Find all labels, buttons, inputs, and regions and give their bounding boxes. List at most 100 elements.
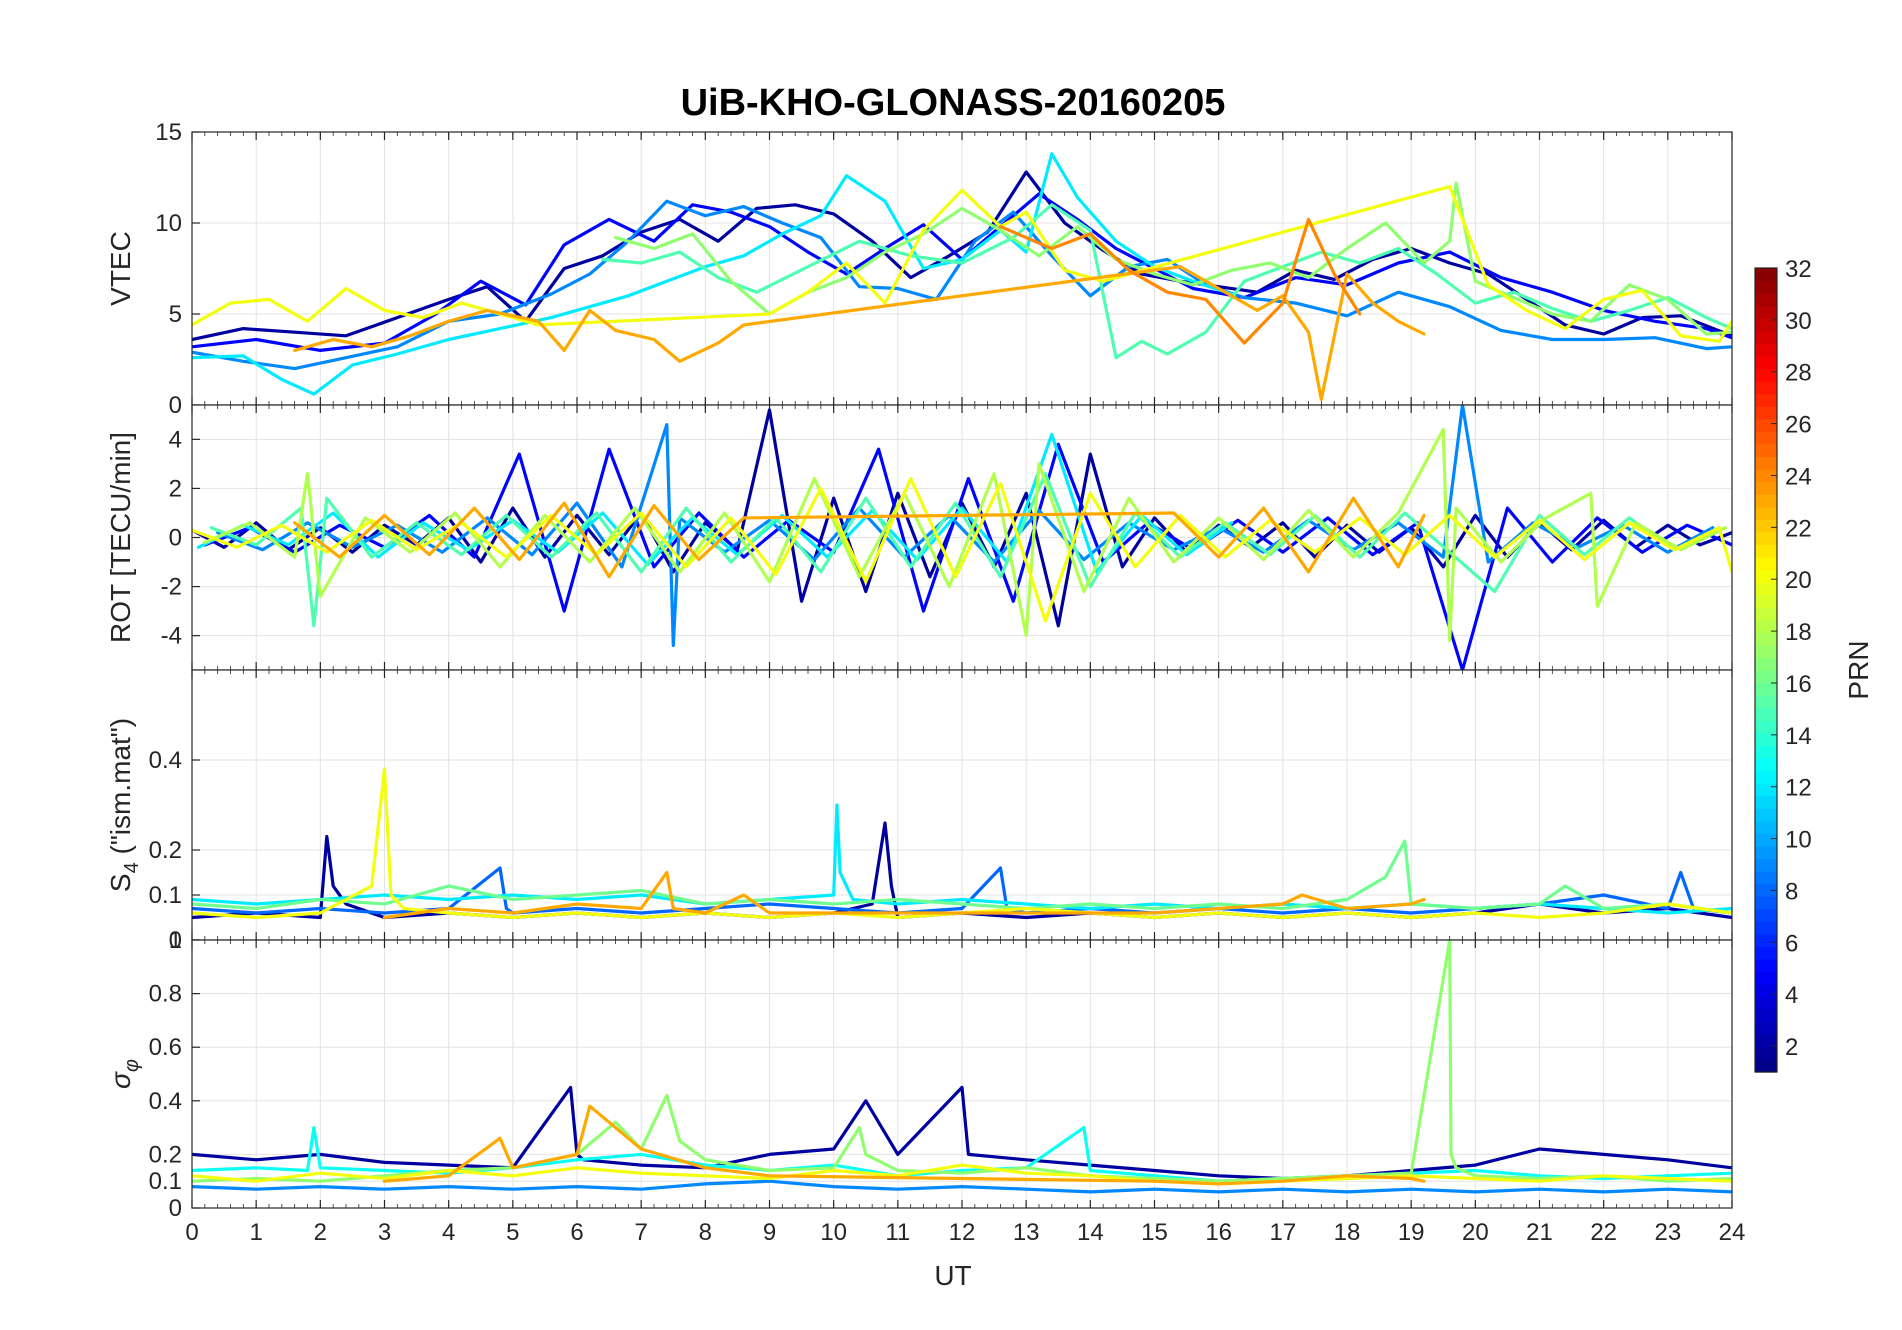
series-line-prn-23: [293, 265, 1426, 402]
series-line-prn-23: [293, 496, 1426, 579]
series-group: [192, 940, 1732, 1194]
colorbar-segment: [1755, 280, 1777, 294]
colorbar-tick-label: 6: [1785, 930, 1798, 957]
series-line-prn-23: [382, 1104, 1426, 1186]
x-tick-label: 19: [1398, 1219, 1425, 1246]
panel-frame: [191, 939, 1733, 1209]
series-group: [192, 767, 1732, 920]
colorbar-tick-label: 8: [1785, 878, 1798, 905]
y-tick-label: 0.6: [149, 1034, 182, 1061]
colorbar-segment: [1755, 268, 1777, 282]
x-tick-label: 22: [1590, 1219, 1617, 1246]
y-axis-label: S4 ("ism.mat"): [105, 718, 143, 892]
colorbar-segment: [1755, 971, 1777, 985]
y-tick-label: -2: [161, 574, 182, 601]
y-tick-label: 1: [169, 927, 182, 954]
panel-vtec: 0 5 10 15 VTEC: [105, 119, 1733, 419]
x-tick-label: 8: [699, 1219, 712, 1246]
y-tick-label: 0: [169, 1195, 182, 1222]
y-tick-label: 0.1: [149, 1168, 182, 1195]
colorbar-segment: [1755, 820, 1777, 834]
y-axis-label: ROT [TECU/min]: [105, 432, 136, 643]
colorbar-segment: [1755, 406, 1777, 420]
colorbar-tick-label: 28: [1785, 360, 1812, 387]
y-tick-label: 5: [169, 301, 182, 328]
colorbar-segment: [1755, 783, 1777, 797]
colorbar-segment: [1755, 808, 1777, 822]
series-group: [192, 152, 1732, 402]
y-tick-label: 4: [169, 426, 182, 453]
x-tick-label: 7: [634, 1219, 647, 1246]
y-tick-label: 0.8: [149, 981, 182, 1008]
x-tick-label: 2: [314, 1219, 327, 1246]
colorbar-tick-label: 4: [1785, 982, 1798, 1009]
colorbar-segment: [1755, 770, 1777, 784]
x-tick-label: 6: [570, 1219, 583, 1246]
colorbar-segment: [1755, 996, 1777, 1010]
x-tick-label: 5: [506, 1219, 519, 1246]
series-line-prn-20: [192, 767, 1732, 920]
y-tick-label: -4: [161, 623, 182, 650]
colorbar-tick-label: 18: [1785, 619, 1812, 646]
colorbar-frame: [1754, 267, 1778, 1073]
colorbar-segment: [1755, 720, 1777, 734]
colorbar-segment: [1755, 1009, 1777, 1023]
colorbar-segment: [1755, 946, 1777, 960]
series-line-prn-15: [601, 203, 1732, 360]
series-group: [192, 405, 1732, 670]
series-line-prn-18: [203, 427, 1728, 643]
x-tick-label: 23: [1654, 1219, 1681, 1246]
colorbar-segment: [1755, 494, 1777, 508]
series-line-prn-23: [382, 870, 1426, 920]
colorbar-segment: [1755, 431, 1777, 445]
colorbar-tick-label: 20: [1785, 567, 1812, 594]
colorbar-segment: [1755, 845, 1777, 860]
x-tick-label: 11: [885, 1219, 910, 1246]
colorbar-segment: [1755, 330, 1777, 344]
colorbar-segment: [1755, 958, 1777, 973]
y-tick-label: 0.2: [149, 837, 182, 864]
colorbar-segment: [1755, 594, 1777, 608]
x-tick-label: 21: [1526, 1219, 1553, 1246]
colorbar-segment: [1755, 795, 1777, 809]
colorbar-tick-label: 26: [1785, 412, 1812, 439]
colorbar-segment: [1755, 858, 1777, 872]
colorbar-segment: [1755, 908, 1777, 922]
x-tick-label: 4: [442, 1219, 455, 1246]
colorbar-segment: [1755, 871, 1777, 885]
colorbar-segment: [1755, 469, 1777, 483]
colorbar-segment: [1755, 582, 1777, 596]
x-tick-label: 12: [949, 1219, 976, 1246]
x-tick-label: 17: [1269, 1219, 1296, 1246]
colorbar-tick-label: 10: [1785, 827, 1812, 854]
y-axis-label: VTEC: [105, 231, 136, 306]
x-tick-label: 0: [185, 1219, 198, 1246]
colorbar-tick-label: 24: [1785, 463, 1812, 490]
colorbar-tick-label: 2: [1785, 1034, 1798, 1061]
y-tick-label: 15: [155, 119, 182, 146]
panel-s4: 0 0.1 0.2 0.4S4 ("ism.mat"): [105, 669, 1733, 954]
y-tick-label: 0.2: [149, 1141, 182, 1168]
colorbar-tick-label: 32: [1785, 256, 1812, 283]
colorbar-segment: [1755, 682, 1777, 696]
colorbar-segment: [1755, 745, 1777, 759]
colorbar-segment: [1755, 381, 1777, 395]
colorbar-segment: [1755, 443, 1777, 458]
colorbar-segment: [1755, 921, 1777, 935]
colorbar-segment: [1755, 732, 1777, 746]
colorbar-tick-label: 12: [1785, 775, 1812, 802]
colorbar-segment: [1755, 607, 1777, 621]
y-tick-label: 0.4: [149, 1088, 182, 1115]
colorbar-segment: [1755, 544, 1777, 558]
colorbar-segment: [1755, 984, 1777, 998]
colorbar-segment: [1755, 531, 1777, 545]
series-line-prn-9: [192, 1179, 1732, 1194]
y-tick-label: 0: [169, 392, 182, 419]
colorbar-segment: [1755, 670, 1777, 684]
series-line-prn-9: [192, 199, 1732, 371]
x-tick-label: 15: [1141, 1219, 1168, 1246]
x-tick-label: 9: [763, 1219, 776, 1246]
colorbar-segment: [1755, 556, 1777, 571]
x-tick-label: 13: [1013, 1219, 1040, 1246]
